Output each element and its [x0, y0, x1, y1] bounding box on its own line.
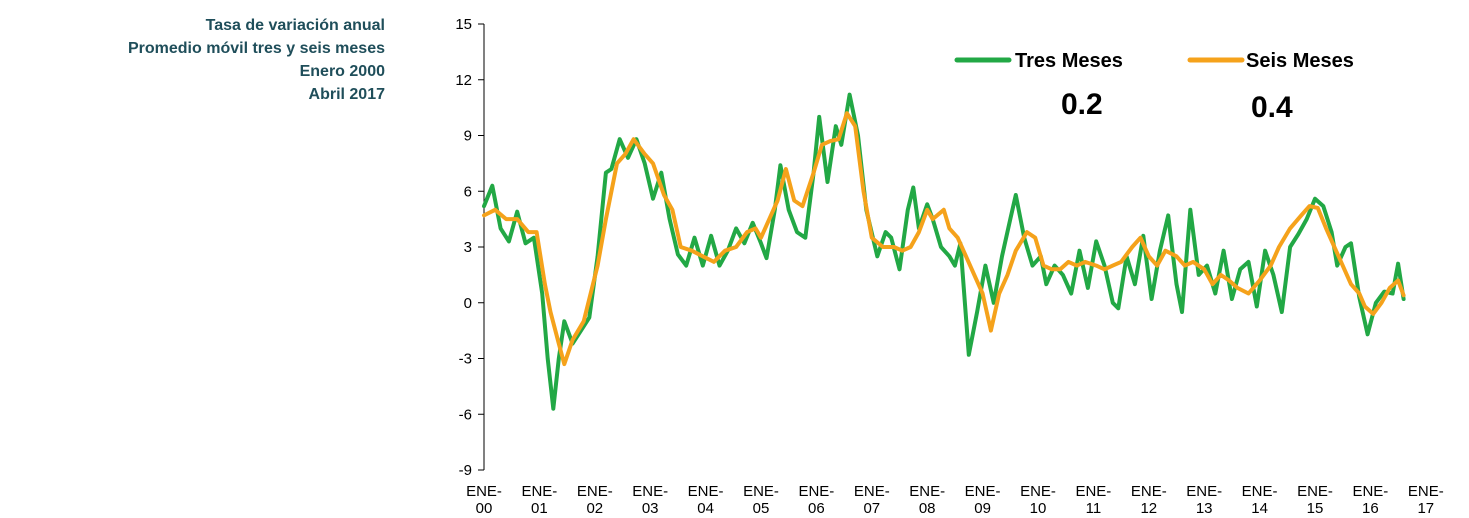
x-tick-label: ENE- [466, 483, 502, 500]
legend-label-seis: Seis Meses [1246, 50, 1354, 72]
x-tick-label: 01 [531, 500, 548, 517]
value-label-seis: 0.4 [1251, 91, 1293, 124]
x-tick-label: ENE- [577, 483, 613, 500]
x-tick-label: 00 [476, 500, 493, 517]
x-tick-label: ENE- [1020, 483, 1056, 500]
x-tick-label: ENE- [1131, 483, 1167, 500]
x-tick-label: ENE- [521, 483, 557, 500]
chart-axes: 15129630-3-6-9ENE-00ENE-01ENE-02ENE-03EN… [455, 16, 1443, 517]
x-tick-label: 11 [1086, 500, 1102, 517]
x-tick-label: 17 [1417, 500, 1434, 517]
value-label-tres: 0.2 [1061, 88, 1103, 121]
x-tick-label: ENE- [1297, 483, 1333, 500]
y-tick-label: 12 [455, 72, 472, 89]
x-tick-label: ENE- [909, 483, 945, 500]
series-line-seis-meses [482, 111, 1406, 367]
y-tick-label: 15 [455, 16, 472, 33]
y-tick-label: -3 [459, 351, 472, 368]
x-tick-label: 10 [1030, 500, 1047, 517]
x-tick-label: 08 [919, 500, 936, 517]
x-tick-label: 07 [863, 500, 880, 517]
y-tick-label: 3 [464, 239, 472, 256]
x-tick-label: 02 [586, 500, 603, 517]
y-tick-label: 6 [464, 183, 472, 200]
y-tick-label: 0 [464, 295, 472, 312]
chart-title: Tasa de variación anual Promedio móvil t… [128, 14, 385, 106]
title-line-2: Promedio móvil tres y seis meses [127, 40, 385, 57]
y-tick-label: -6 [459, 406, 472, 423]
x-tick-label: 09 [974, 500, 991, 517]
x-tick-label: 15 [1307, 500, 1324, 517]
legend: Tres Meses Seis Meses 0.2 0.4 [954, 50, 1354, 124]
x-tick-label: ENE- [798, 483, 834, 500]
title-line-4: Abril 2017 [308, 86, 385, 103]
x-tick-label: 06 [808, 500, 825, 517]
x-tick-label: 05 [753, 500, 770, 517]
title-line-1: Tasa de variación anual [205, 17, 385, 34]
y-tick-label: -9 [459, 462, 472, 479]
x-tick-label: 04 [697, 500, 714, 517]
title-line-3: Enero 2000 [299, 63, 385, 80]
x-tick-label: 13 [1196, 500, 1213, 517]
x-tick-label: ENE- [743, 483, 779, 500]
x-tick-label: ENE- [1186, 483, 1222, 500]
x-tick-label: ENE- [1075, 483, 1111, 500]
x-tick-label: ENE- [1408, 483, 1444, 500]
series-line-tres-meses [482, 92, 1406, 411]
x-tick-label: ENE- [965, 483, 1001, 500]
x-tick-label: ENE- [688, 483, 724, 500]
series-layer [482, 92, 1406, 411]
legend-label-tres: Tres Meses [1015, 50, 1123, 72]
x-tick-label: 14 [1251, 500, 1268, 517]
x-tick-label: ENE- [1242, 483, 1278, 500]
x-tick-label: ENE- [632, 483, 668, 500]
x-tick-label: 12 [1140, 500, 1157, 517]
x-tick-label: ENE- [1352, 483, 1388, 500]
x-tick-label: ENE- [854, 483, 890, 500]
x-tick-label: 03 [642, 500, 659, 517]
y-tick-label: 9 [464, 128, 472, 145]
x-tick-label: 16 [1362, 500, 1379, 517]
